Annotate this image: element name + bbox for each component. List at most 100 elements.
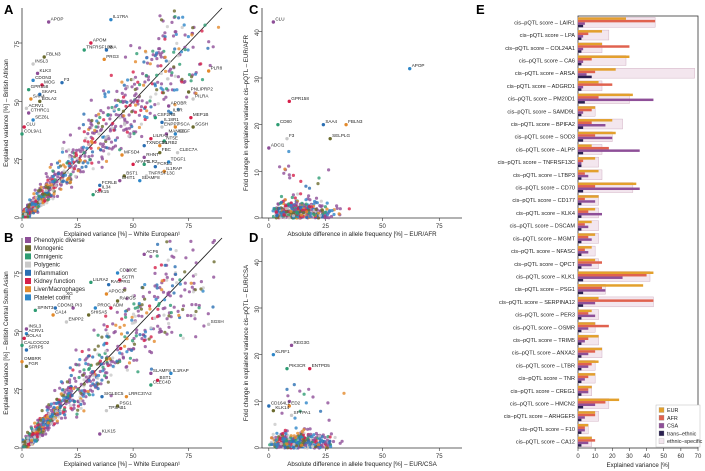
point-label: CDON3 — [35, 75, 52, 80]
bar-trans-ethnic — [578, 342, 582, 345]
bar-csa — [578, 85, 584, 89]
point-label: PRG3 — [106, 54, 119, 59]
data-point — [189, 281, 193, 285]
labeled-point — [169, 111, 173, 115]
labeled-point — [191, 97, 195, 101]
data-point — [161, 290, 166, 294]
category-label: cis–pQTL score – CD177 — [512, 198, 575, 204]
data-point — [145, 109, 149, 113]
data-point — [133, 75, 138, 79]
data-point — [132, 132, 136, 136]
bar-afr — [578, 32, 589, 36]
data-point — [143, 49, 148, 53]
data-point — [180, 25, 184, 30]
point-label: SFRP5 — [28, 345, 43, 350]
data-point — [100, 124, 104, 129]
bar-trans-ethnic — [578, 228, 582, 231]
data-point — [164, 95, 168, 99]
data-point — [180, 77, 184, 81]
data-point — [285, 210, 289, 214]
data-point — [127, 126, 132, 130]
category-label: cis–pQTL score – MGMT — [513, 236, 576, 242]
data-point — [44, 185, 48, 189]
data-point — [112, 107, 116, 111]
legend-swatch — [25, 245, 31, 252]
data-point — [86, 389, 90, 394]
data-point — [91, 137, 95, 141]
bar-csa — [578, 314, 596, 318]
point-cloud — [21, 239, 216, 449]
data-point — [69, 373, 73, 378]
y-axis-label: Fold change in explained variance cis–pQ… — [243, 264, 250, 421]
bar-trans-ethnic — [578, 317, 582, 320]
data-point — [49, 193, 53, 197]
data-point — [118, 351, 122, 355]
data-point — [60, 150, 65, 154]
bar-eur — [578, 182, 637, 186]
data-point — [318, 445, 322, 450]
labeled-point — [124, 394, 129, 399]
data-point — [149, 326, 153, 330]
data-point — [275, 431, 279, 435]
x-tick-label: 25 — [322, 224, 329, 230]
bar-afr — [578, 57, 592, 61]
point-label: LILRB2 — [162, 140, 178, 145]
data-point — [168, 247, 173, 251]
labeled-point — [98, 183, 102, 188]
data-point — [137, 301, 141, 306]
category-label: cis–pQTL score – PER3 — [515, 313, 575, 319]
data-point — [34, 199, 38, 203]
labeled-point — [149, 383, 153, 387]
data-point — [194, 91, 198, 95]
labeled-point — [267, 404, 271, 408]
data-point — [80, 349, 84, 354]
data-point — [54, 184, 58, 188]
labeled-point — [120, 153, 124, 157]
data-point — [50, 421, 54, 426]
data-point — [118, 325, 122, 329]
data-point — [121, 355, 125, 359]
data-point — [100, 127, 104, 131]
data-point — [311, 444, 315, 449]
x-axis-label: Explained variance [%] – White European¹ — [64, 231, 180, 238]
bar-afr — [578, 159, 584, 163]
x-tick-label: 25 — [322, 454, 329, 460]
data-point — [98, 359, 102, 363]
point-label: KLK15 — [95, 189, 109, 194]
x-tick-label: 75 — [436, 454, 443, 460]
bar-afr — [578, 70, 596, 74]
data-point — [329, 445, 333, 449]
data-point — [75, 415, 79, 419]
bar-afr — [578, 108, 592, 112]
data-point — [143, 297, 147, 301]
data-point — [82, 378, 86, 382]
data-point — [70, 389, 74, 393]
data-point — [307, 433, 311, 437]
y-axis-label: Explained variance [%] – British Central… — [3, 271, 10, 415]
data-point — [104, 122, 108, 126]
data-point — [55, 419, 59, 423]
labeled-point — [153, 164, 158, 169]
data-point — [86, 140, 90, 144]
bar-trans-ethnic — [578, 139, 584, 142]
data-point — [295, 211, 299, 216]
data-point — [119, 332, 124, 336]
data-point — [105, 332, 110, 336]
data-point — [103, 95, 107, 99]
data-point — [126, 78, 130, 82]
y-tick-label: 0 — [255, 215, 261, 219]
legend-swatch — [658, 415, 665, 421]
data-point — [139, 307, 143, 311]
bar-eur — [578, 284, 644, 287]
data-point — [90, 118, 94, 123]
data-point — [84, 362, 88, 366]
data-point — [89, 146, 93, 150]
data-point — [191, 290, 195, 294]
labeled-point — [149, 136, 153, 141]
data-point — [70, 185, 74, 189]
data-point — [83, 139, 87, 143]
data-point — [148, 111, 152, 115]
data-point — [292, 442, 296, 446]
data-point — [49, 162, 54, 167]
data-point — [32, 428, 36, 433]
